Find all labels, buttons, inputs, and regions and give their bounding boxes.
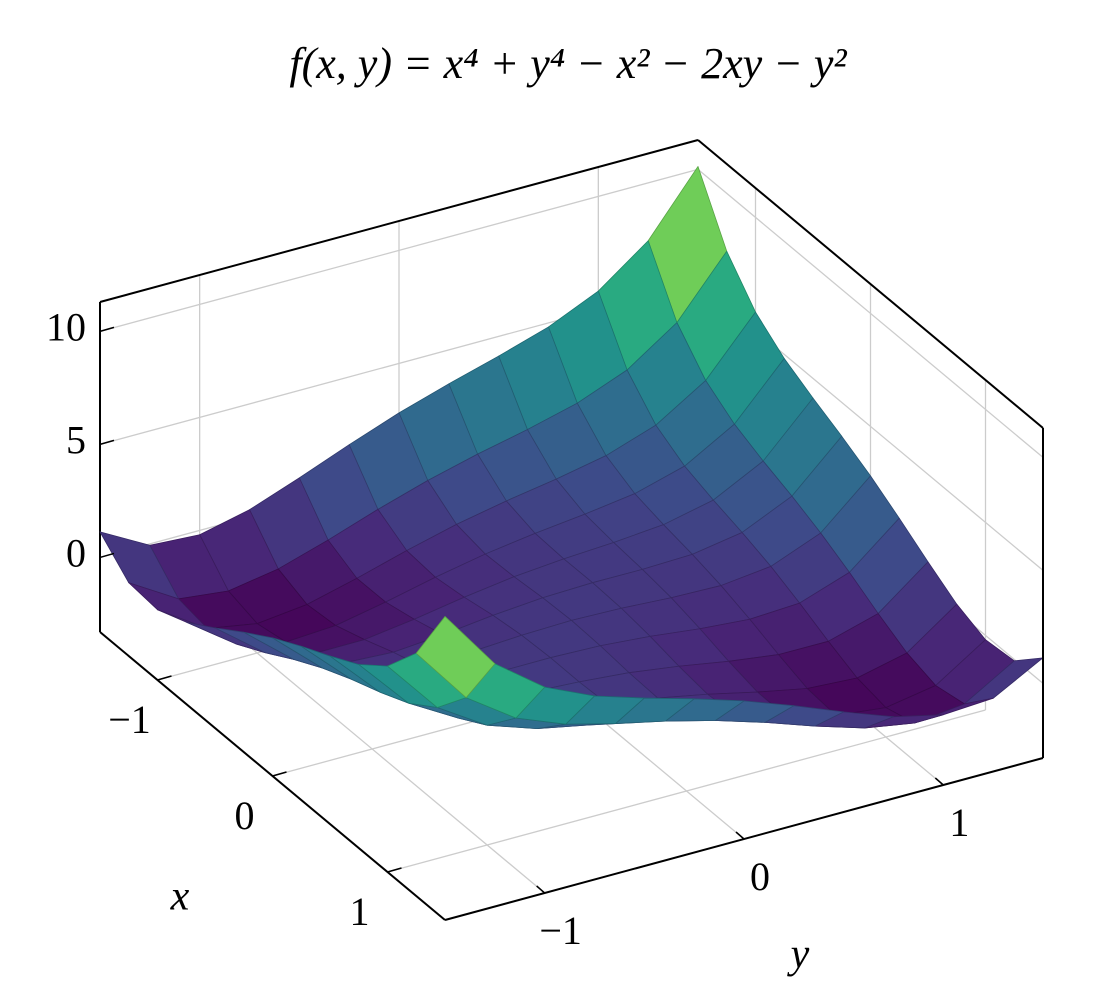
- grid-line: [387, 709, 986, 873]
- axis-line: [99, 139, 699, 303]
- chart-title: f(x, y) = x⁴ + y⁴ − x² − 2xy − y²: [289, 39, 847, 88]
- y-tick-label: 0: [750, 854, 770, 899]
- axis-line: [697, 139, 1044, 429]
- tick-mark: [934, 777, 944, 786]
- z-tick-label: 0: [66, 531, 86, 576]
- y-tick-label: 1: [949, 800, 969, 845]
- grid-line: [99, 168, 699, 333]
- z-tick-label: 10: [46, 305, 86, 350]
- grid-line: [697, 168, 1044, 458]
- tick-mark: [99, 552, 115, 559]
- tick-mark: [99, 439, 115, 446]
- tick-mark: [735, 831, 745, 840]
- surface-patch: [415, 616, 496, 699]
- x-tick-label: 0: [235, 793, 255, 838]
- tick-mark: [272, 771, 287, 777]
- tick-mark: [99, 326, 115, 333]
- tick-mark: [536, 885, 546, 894]
- z-tick-label: 5: [66, 418, 86, 463]
- y-tick-label: −1: [539, 908, 582, 953]
- x-tick-label: −1: [108, 697, 151, 742]
- tick-mark: [387, 867, 402, 873]
- x-tick-label: 1: [350, 889, 370, 934]
- x-axis-label: x: [170, 874, 190, 920]
- tick-mark: [157, 675, 172, 681]
- y-axis-label: y: [787, 932, 810, 978]
